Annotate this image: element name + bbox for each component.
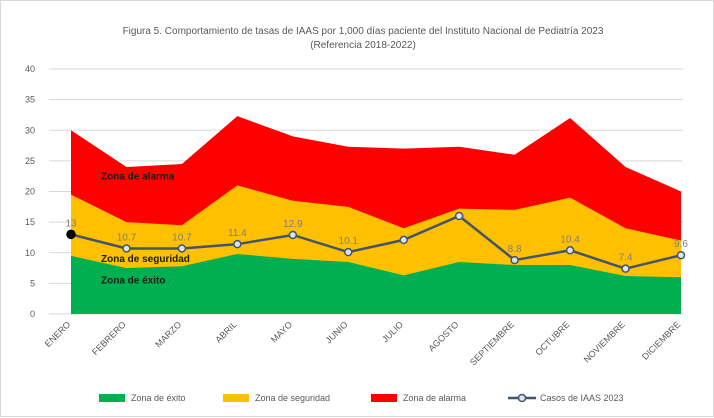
zone-annotation: Zona de éxito (101, 275, 165, 286)
data-label: 13 (65, 218, 77, 229)
x-tick-label: OCTUBRE (533, 319, 571, 357)
data-label: 9.6 (674, 239, 688, 250)
legend-label: Casos de IAAS 2023 (540, 393, 624, 403)
legend-swatch (99, 394, 125, 402)
x-tick-label: ABRIL (213, 319, 238, 344)
zone-annotation: Zona de seguridad (101, 254, 190, 265)
zone-annotations: Zona de alarma Zona de seguridad Zona de é… (101, 171, 190, 286)
y-tick-labels: 0 5 10 15 20 25 30 35 40 (25, 64, 35, 319)
series-point (399, 235, 408, 245)
data-label: 12.9 (283, 219, 303, 230)
x-tick-label: SEPTIEMBRE (468, 319, 516, 367)
series-point (676, 250, 686, 260)
data-label: 10.7 (172, 232, 192, 243)
y-tick-label: 10 (25, 248, 35, 258)
series-point (288, 230, 298, 240)
y-tick-label: 0 (30, 309, 35, 319)
data-label: 10.4 (560, 234, 580, 245)
chart-subtitle: (Referencia 2018-2022) (310, 40, 416, 51)
series-point (177, 244, 187, 253)
y-tick-label: 5 (30, 278, 35, 288)
data-label: 11.4 (228, 228, 247, 239)
area-zona-de-exito (71, 253, 681, 314)
series-line (70, 214, 682, 270)
zone-annotation: Zona de alarma (101, 171, 175, 182)
series-point (66, 229, 76, 240)
series-point (621, 264, 630, 273)
data-label: 10.7 (117, 232, 137, 243)
data-label: 7.4 (619, 253, 633, 264)
series-point (454, 211, 464, 221)
series-point (233, 239, 242, 249)
y-tick-label: 40 (25, 64, 35, 74)
x-tick-label: DICIEMBRE (640, 319, 682, 361)
series-point (565, 246, 575, 255)
y-tick-label: 30 (25, 125, 35, 135)
y-tick-label: 25 (25, 156, 35, 166)
legend-swatch (223, 394, 249, 402)
series-point (122, 244, 131, 253)
legend-label: Zona de alarma (403, 393, 466, 403)
x-tick-label: NOVIEMBRE (582, 319, 627, 364)
legend-swatch (371, 394, 397, 402)
data-label: 10.1 (339, 236, 359, 247)
y-tick-label: 15 (25, 217, 35, 227)
legend: Zona de éxito Zona de seguridad Zona de al… (99, 393, 624, 403)
x-tick-label: ENERO (43, 319, 73, 349)
x-tick-label: JUNIO (324, 319, 350, 345)
x-tick-label: JULIO (380, 319, 405, 344)
line-layer (66, 211, 686, 273)
series-point (344, 247, 353, 257)
x-tick-label: FEBRERO (90, 319, 128, 357)
y-tick-label: 35 (25, 95, 35, 105)
legend-marker (517, 393, 527, 403)
data-labels: 13 10.7 10.7 11.4 12.9 10.1 8.8 10.4 7.4 9.6 (65, 218, 688, 263)
series-point (510, 255, 519, 265)
x-tick-labels: ENERO FEBRERO MARZO ABRIL MAYO JUNIO JULIO AGOS… (43, 319, 683, 367)
x-tick-label: MAYO (269, 319, 294, 344)
legend-label: Zona de éxito (131, 393, 186, 403)
area-layer (71, 116, 681, 314)
x-tick-label: AGOSTO (426, 319, 460, 353)
chart-title: Figura 5. Comportamiento de tasas de IAA… (123, 26, 604, 37)
data-label: 8.8 (508, 244, 522, 255)
legend-label: Zona de seguridad (255, 393, 330, 403)
y-tick-label: 20 (25, 187, 35, 197)
x-tick-label: MARZO (153, 319, 183, 349)
